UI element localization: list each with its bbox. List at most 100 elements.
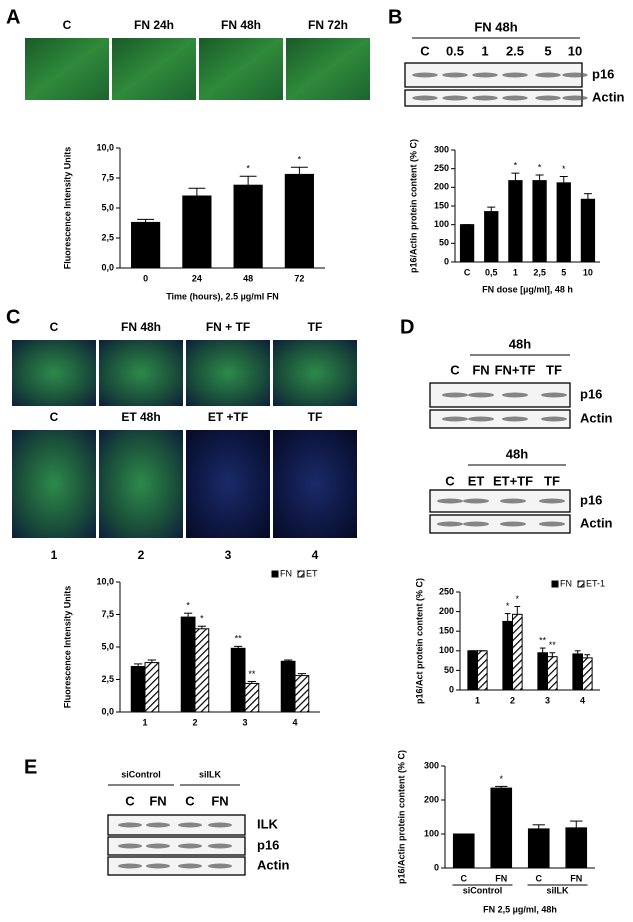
lane-label: 1 bbox=[481, 43, 488, 58]
bar bbox=[130, 666, 146, 713]
y-tick-label: 100 bbox=[439, 645, 454, 655]
bar bbox=[556, 182, 571, 263]
x-group-label: siControl bbox=[463, 885, 503, 895]
significance-marker: ** bbox=[549, 640, 557, 650]
image-label: TF bbox=[308, 410, 323, 424]
x-tick-label: C bbox=[464, 267, 471, 277]
band bbox=[442, 416, 468, 422]
bar bbox=[508, 180, 523, 263]
bar bbox=[194, 628, 210, 713]
significance-marker: * bbox=[506, 601, 510, 611]
legend-label: ET-1 bbox=[586, 578, 605, 588]
lane-label: C bbox=[420, 43, 430, 58]
x-tick-label: 48 bbox=[243, 273, 253, 283]
bar bbox=[284, 173, 314, 269]
band-label: ILK bbox=[257, 816, 279, 831]
lane-label: FN bbox=[149, 793, 166, 808]
y-tick-label: 5,0 bbox=[101, 202, 114, 212]
blot-strip bbox=[429, 409, 571, 429]
lane-label: ET bbox=[468, 473, 485, 488]
image-label: C bbox=[50, 320, 59, 334]
significance-marker: * bbox=[514, 161, 518, 171]
image-number: 4 bbox=[312, 548, 319, 562]
y-tick-label: 10,0 bbox=[96, 576, 114, 586]
legend-label: FN bbox=[280, 568, 292, 578]
lane-label: C bbox=[125, 793, 135, 808]
image-label: ET 48h bbox=[121, 410, 160, 424]
y-tick-label: 10,0 bbox=[96, 142, 114, 152]
image-label: TF bbox=[308, 320, 323, 334]
y-tick-label: 0 bbox=[444, 256, 449, 266]
band-label: p16 bbox=[257, 837, 279, 852]
micrograph bbox=[112, 38, 196, 100]
blot-strip bbox=[107, 814, 246, 836]
band bbox=[118, 863, 142, 869]
lane-label: FN bbox=[211, 793, 228, 808]
bar bbox=[532, 180, 547, 263]
lane-label: 2.5 bbox=[506, 43, 524, 58]
x-tick-label: 1 bbox=[475, 695, 480, 705]
y-tick-label: 0 bbox=[434, 862, 439, 872]
significance-marker: * bbox=[186, 601, 190, 611]
panel-label: B bbox=[388, 6, 402, 28]
image-label: FN + TF bbox=[206, 320, 250, 334]
y-tick-label: 100 bbox=[424, 828, 439, 838]
image-number: 2 bbox=[138, 548, 145, 562]
micrograph bbox=[186, 430, 270, 538]
bar bbox=[182, 195, 212, 269]
bar bbox=[233, 184, 263, 269]
band bbox=[502, 416, 528, 422]
band-label: p16 bbox=[580, 492, 602, 507]
lane-label: C bbox=[185, 793, 195, 808]
band bbox=[502, 95, 528, 101]
micrograph bbox=[286, 38, 370, 100]
panel-label: A bbox=[6, 6, 20, 28]
bar bbox=[230, 647, 246, 713]
micrograph bbox=[99, 340, 183, 406]
legend-swatch bbox=[551, 580, 559, 588]
band bbox=[442, 72, 468, 78]
legend-swatch bbox=[577, 580, 585, 588]
y-tick-label: 7,5 bbox=[101, 609, 114, 619]
y-tick-label: 200 bbox=[439, 606, 454, 616]
micrograph bbox=[273, 340, 357, 406]
image-label: FN 48h bbox=[221, 18, 261, 32]
micrograph bbox=[273, 430, 357, 538]
band bbox=[502, 72, 528, 78]
band bbox=[541, 416, 567, 422]
x-tick-label: 4 bbox=[292, 717, 297, 727]
x-group-label: siILK bbox=[546, 885, 569, 895]
bar bbox=[565, 827, 588, 869]
band bbox=[146, 822, 170, 828]
band bbox=[208, 863, 232, 869]
band bbox=[500, 521, 526, 527]
x-tick-label: 0 bbox=[143, 273, 148, 283]
band bbox=[118, 822, 142, 828]
blot-title: FN 48h bbox=[474, 19, 517, 34]
lane-label: 10 bbox=[568, 43, 582, 58]
band bbox=[208, 843, 232, 849]
band-label: p16 bbox=[580, 386, 602, 401]
band bbox=[535, 95, 561, 101]
y-axis-label: p16/Actin protein content (% C) bbox=[396, 750, 406, 884]
x-tick-label: 10 bbox=[583, 267, 593, 277]
panel-label: E bbox=[24, 756, 37, 778]
y-tick-label: 250 bbox=[439, 586, 454, 596]
bar bbox=[294, 675, 310, 713]
significance-marker: * bbox=[516, 594, 520, 604]
band bbox=[146, 863, 170, 869]
band bbox=[472, 95, 498, 101]
band bbox=[468, 392, 494, 398]
lane-label: C bbox=[450, 362, 460, 377]
bar bbox=[537, 652, 548, 691]
legend-label: ET bbox=[306, 568, 318, 578]
micrograph bbox=[25, 38, 109, 100]
band bbox=[535, 72, 561, 78]
image-label: C bbox=[63, 18, 72, 32]
bar bbox=[484, 211, 499, 263]
y-tick-label: 250 bbox=[434, 163, 449, 173]
panel-label: D bbox=[400, 316, 414, 338]
x-tick-label: 3 bbox=[242, 717, 247, 727]
significance-marker: * bbox=[298, 155, 302, 165]
image-label: ET +TF bbox=[208, 410, 248, 424]
